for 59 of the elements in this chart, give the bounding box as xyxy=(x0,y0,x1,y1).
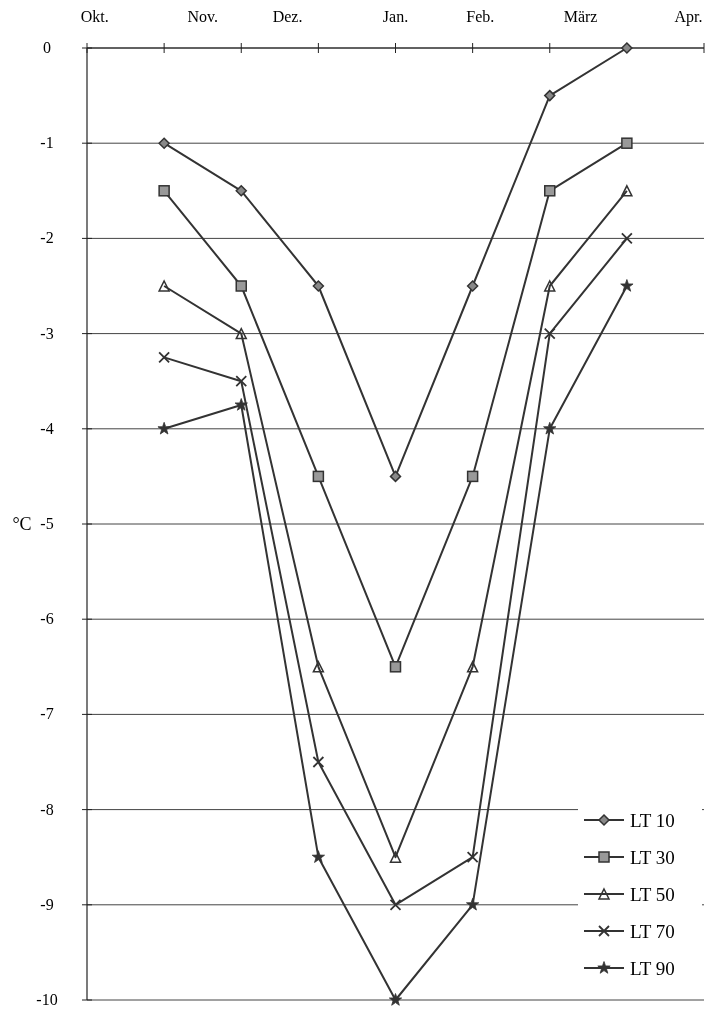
y-tick-label: -2 xyxy=(40,229,54,247)
point xyxy=(158,351,171,364)
point xyxy=(312,470,325,483)
point xyxy=(234,398,248,411)
point xyxy=(389,851,402,863)
text: Jan. xyxy=(382,8,409,25)
point xyxy=(158,280,170,292)
point xyxy=(389,898,402,911)
text: Dez. xyxy=(272,8,303,25)
point xyxy=(388,993,403,1006)
point xyxy=(235,280,247,292)
point xyxy=(312,280,325,292)
point xyxy=(621,185,633,197)
text: Feb. xyxy=(466,8,495,25)
text: Nov. xyxy=(187,8,218,25)
point xyxy=(543,327,556,340)
point xyxy=(235,185,247,197)
point xyxy=(157,421,171,435)
point xyxy=(466,897,480,911)
y-tick-label: -4 xyxy=(40,419,54,437)
point xyxy=(543,421,557,435)
y-tick-label: -8 xyxy=(40,800,54,818)
point xyxy=(544,280,556,292)
text: Okt. xyxy=(80,8,109,25)
point xyxy=(621,42,633,54)
point xyxy=(311,850,325,863)
point xyxy=(389,470,402,483)
point xyxy=(466,661,479,673)
y-tick-label: -5 xyxy=(40,515,54,532)
text: März xyxy=(563,8,598,25)
point xyxy=(158,185,170,197)
point xyxy=(620,232,633,245)
y-tick-label: -7 xyxy=(40,705,54,723)
point xyxy=(466,851,479,864)
point xyxy=(235,327,247,340)
legend-label: LT 30 xyxy=(630,847,675,868)
y-tick-label: -3 xyxy=(40,324,54,342)
y-tick-label: -1 xyxy=(40,134,54,152)
point xyxy=(621,137,633,149)
point xyxy=(466,280,479,292)
point xyxy=(312,756,325,768)
legend-label: LT 10 xyxy=(630,810,675,831)
y-tick-label: -10 xyxy=(36,991,58,1008)
text: Apr. xyxy=(674,8,703,26)
legend-label: LT 70 xyxy=(630,921,675,942)
y-axis-title: °C xyxy=(12,514,32,534)
legend-label: LT 50 xyxy=(630,884,675,905)
y-tick-label: -6 xyxy=(40,610,54,628)
point xyxy=(620,279,634,292)
legend-label: LT 90 xyxy=(630,958,675,979)
y-tick-label: 0 xyxy=(43,39,51,56)
point xyxy=(544,185,556,197)
point xyxy=(389,661,402,673)
point xyxy=(466,470,479,483)
point xyxy=(544,89,556,102)
point xyxy=(312,661,325,673)
y-tick-label: -9 xyxy=(40,895,54,913)
point xyxy=(158,137,170,149)
point xyxy=(235,375,248,388)
